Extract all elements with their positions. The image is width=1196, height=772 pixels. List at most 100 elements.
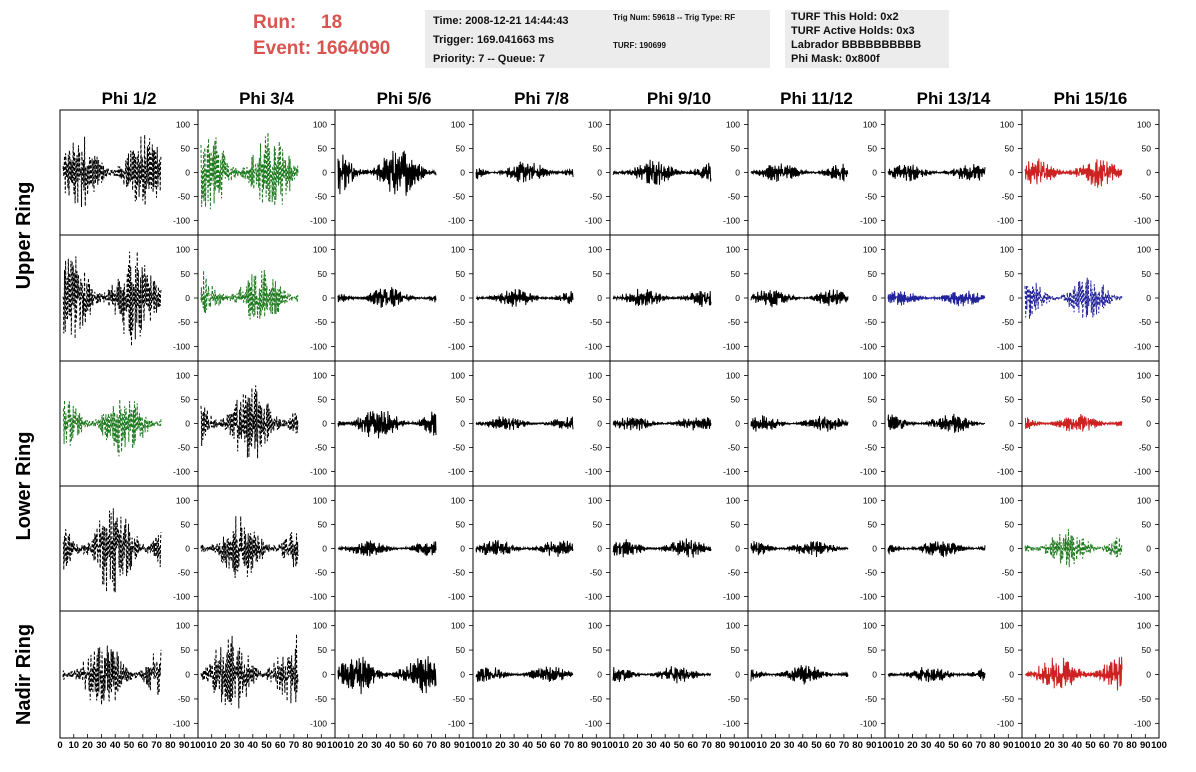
y-tick-label: -50 bbox=[1139, 192, 1152, 202]
x-tick-label: 100 bbox=[1014, 740, 1030, 751]
y-tick-label: 50 bbox=[868, 645, 878, 655]
x-tick-label: 30 bbox=[646, 740, 657, 751]
y-tick-label: -50 bbox=[728, 568, 741, 578]
y-tick-label: -50 bbox=[315, 568, 328, 578]
y-tick-label: 100 bbox=[313, 621, 327, 631]
y-tick-label: 50 bbox=[593, 394, 603, 404]
x-tick-label: 100 bbox=[465, 740, 481, 751]
event-label: Event: bbox=[253, 38, 312, 59]
waveform-trace bbox=[1024, 158, 1123, 188]
y-tick-label: 100 bbox=[726, 119, 740, 129]
y-tick-label: 50 bbox=[731, 143, 741, 153]
y-tick-label: -100 bbox=[1134, 467, 1151, 477]
x-tick-label: 50 bbox=[948, 740, 959, 751]
x-tick-label: 90 bbox=[179, 740, 190, 751]
y-tick-label: 50 bbox=[181, 519, 191, 529]
x-tick-label: 10 bbox=[893, 740, 904, 751]
column-header: Phi 1/2 bbox=[102, 89, 157, 108]
x-tick-label: 40 bbox=[660, 740, 671, 751]
y-tick-label: 100 bbox=[313, 245, 327, 255]
y-tick-label: -100 bbox=[860, 592, 877, 602]
y-tick-label: -50 bbox=[315, 443, 328, 453]
trigger-text: Trigger: 169.041663 ms bbox=[433, 34, 555, 46]
y-tick-label: 0 bbox=[1146, 670, 1151, 680]
y-tick-label: 50 bbox=[1142, 269, 1152, 279]
y-tick-label: 50 bbox=[318, 269, 328, 279]
x-tick-label: 30 bbox=[234, 740, 245, 751]
y-tick-label: -100 bbox=[173, 467, 190, 477]
y-tick-label: 50 bbox=[731, 269, 741, 279]
y-tick-label: 0 bbox=[185, 419, 190, 429]
x-tick-label: 60 bbox=[138, 740, 149, 751]
waveform-trace bbox=[612, 159, 712, 185]
y-tick-label: -100 bbox=[173, 718, 190, 728]
waveform-trace bbox=[612, 538, 712, 558]
y-tick-label: 100 bbox=[726, 495, 740, 505]
y-tick-label: 100 bbox=[588, 621, 602, 631]
y-tick-label: -100 bbox=[997, 592, 1014, 602]
y-tick-label: 0 bbox=[185, 293, 190, 303]
y-tick-label: 100 bbox=[863, 245, 877, 255]
x-tick-label: 10 bbox=[206, 740, 217, 751]
y-tick-label: 100 bbox=[451, 621, 465, 631]
y-tick-label: 100 bbox=[863, 495, 877, 505]
y-tick-label: 50 bbox=[181, 143, 191, 153]
y-tick-label: -100 bbox=[1134, 341, 1151, 351]
y-tick-label: -50 bbox=[1139, 694, 1152, 704]
y-tick-label: 100 bbox=[1000, 245, 1014, 255]
y-tick-label: 100 bbox=[1000, 119, 1014, 129]
waveform-trace bbox=[1024, 277, 1123, 320]
x-tick-label: 50 bbox=[674, 740, 685, 751]
y-tick-label: 50 bbox=[456, 143, 466, 153]
waveform-trace bbox=[750, 289, 849, 308]
x-tick-label: 30 bbox=[96, 740, 107, 751]
y-tick-label: -50 bbox=[865, 568, 878, 578]
waveform-trace bbox=[62, 508, 162, 593]
x-tick-label: 60 bbox=[1099, 740, 1110, 751]
y-tick-label: 100 bbox=[451, 119, 465, 129]
waveform-trace bbox=[887, 667, 986, 683]
x-tick-label: 30 bbox=[1058, 740, 1069, 751]
x-tick-label: 60 bbox=[275, 740, 286, 751]
x-tick-label: 100 bbox=[190, 740, 206, 751]
column-header: Phi 13/14 bbox=[917, 89, 991, 108]
y-tick-label: 100 bbox=[313, 119, 327, 129]
y-tick-label: 0 bbox=[1146, 419, 1151, 429]
y-tick-label: -100 bbox=[860, 341, 877, 351]
y-tick-label: 100 bbox=[1137, 245, 1151, 255]
x-tick-label: 30 bbox=[509, 740, 520, 751]
turf-hold-text: TURF This Hold: 0x2 bbox=[791, 11, 899, 23]
y-tick-label: -100 bbox=[310, 718, 327, 728]
y-tick-label: -50 bbox=[178, 443, 191, 453]
y-tick-label: 50 bbox=[456, 394, 466, 404]
y-tick-label: 100 bbox=[1000, 370, 1014, 380]
y-tick-label: -100 bbox=[860, 216, 877, 226]
y-tick-label: -100 bbox=[860, 718, 877, 728]
x-tick-label: 100 bbox=[602, 740, 618, 751]
x-tick-label: 90 bbox=[316, 740, 327, 751]
x-tick-label: 70 bbox=[701, 740, 712, 751]
y-tick-label: 0 bbox=[1009, 544, 1014, 554]
waveform-trace bbox=[750, 541, 849, 558]
x-tick-label: 10 bbox=[481, 740, 492, 751]
y-tick-label: 50 bbox=[181, 269, 191, 279]
x-tick-label: 40 bbox=[385, 740, 396, 751]
waveform-trace bbox=[887, 290, 986, 307]
y-tick-label: -100 bbox=[585, 718, 602, 728]
y-tick-label: -100 bbox=[997, 216, 1014, 226]
y-tick-label: 50 bbox=[318, 143, 328, 153]
y-tick-label: -100 bbox=[585, 341, 602, 351]
y-tick-label: 0 bbox=[322, 544, 327, 554]
x-tick-label: 10 bbox=[756, 740, 767, 751]
x-tick-label: 50 bbox=[536, 740, 547, 751]
y-tick-label: 50 bbox=[1142, 519, 1152, 529]
y-tick-label: -50 bbox=[728, 443, 741, 453]
y-tick-label: -100 bbox=[1134, 718, 1151, 728]
waveform-trace bbox=[750, 665, 849, 685]
y-tick-label: 100 bbox=[313, 370, 327, 380]
y-tick-label: 0 bbox=[460, 168, 465, 178]
waveform-trace bbox=[200, 516, 299, 579]
x-tick-label: 70 bbox=[426, 740, 437, 751]
x-tick-label: 70 bbox=[289, 740, 300, 751]
waveform-trace bbox=[200, 269, 299, 320]
